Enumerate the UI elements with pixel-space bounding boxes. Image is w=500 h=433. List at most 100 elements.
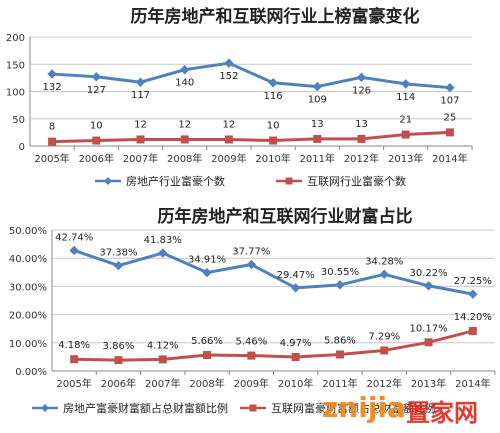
- chart-top-series-2-data-label: 13: [311, 119, 324, 130]
- chart-top-series-1-point: [135, 77, 146, 87]
- chart-bottom-svg: 历年房地产和互联网行业财富占比 0.00% 10.00% 20.00% 30.00% 40…: [9, 206, 496, 415]
- chart-top-series-1-point: [224, 58, 234, 68]
- chart-bottom-x-tick-label: 2008年: [189, 377, 224, 390]
- chart-top-title: 历年房地产和互联网行业上榜富豪变化: [131, 6, 420, 27]
- chart-bottom-legend-marker-2: [249, 404, 257, 412]
- chart-bottom-x-tick-label: 2009年: [234, 377, 269, 390]
- chart-top-series-2-data-label: 12: [134, 119, 147, 130]
- chart-bottom-series-2-point: [70, 355, 79, 364]
- chart-bottom-series-2-data-label: 5.66%: [191, 336, 223, 347]
- chart-bottom-series-1-data-label: 29.47%: [277, 270, 315, 281]
- watermark-word: znijia: [322, 391, 406, 424]
- chart-top-series-1-data-label: 127: [87, 85, 106, 96]
- chart-top-x-tick-label: 2012年: [344, 152, 379, 165]
- chart-bottom-x-tick-label: 2006年: [101, 377, 136, 390]
- chart-bottom-series-2-data-label: 4.97%: [280, 338, 312, 349]
- chart-bottom-series-1-data-label: 42.74%: [55, 232, 93, 243]
- chart-top-legend-marker-1: [104, 177, 112, 185]
- chart-top-legend-label-1: 房地产行业富豪个数: [126, 174, 225, 188]
- chart-top-svg: 历年房地产和互联网行业上榜富豪变化 0 50 100 150 200 2005年 2006年 2…: [6, 6, 473, 188]
- chart-top-x-tick-label: 2007年: [123, 152, 158, 165]
- chart-bottom-series-1-point: [423, 281, 434, 291]
- chart-top-x-tick-label: 2009年: [211, 152, 246, 165]
- chart-top-series-1-data-label: 109: [308, 95, 327, 106]
- chart-top-series-1-data-label: 152: [219, 71, 238, 82]
- chart-top-series-line-2: [52, 130, 450, 144]
- chart-top-y-tick-label: 50: [12, 115, 25, 126]
- chart-top-x-tick-label: 2010年: [255, 152, 290, 165]
- chart-top-series-2-point: [401, 130, 410, 139]
- chart-top-y-tick-label: 150: [6, 60, 25, 71]
- chart-top-series-1-point: [356, 72, 367, 83]
- chart-top-series-1-data-label: 140: [175, 78, 194, 89]
- chart-top-series-2-data-label: 12: [223, 119, 236, 130]
- chart-top-series-2-point: [357, 134, 366, 143]
- chart-bottom-y-tick-label: 0.00%: [15, 367, 47, 378]
- watermark-cn: 置家网: [406, 399, 478, 427]
- chart-bottom-series-1-data-label: 34.28%: [365, 256, 403, 267]
- chart-bottom-x-tick-label: 2014年: [455, 377, 490, 390]
- chart-bottom-series-1-data-label: 30.22%: [409, 268, 447, 279]
- chart-top-series-1-point: [268, 78, 278, 88]
- chart-top-x-tick-label: 2005年: [34, 152, 69, 165]
- chart-top-series-2-point: [136, 135, 145, 144]
- chart-bottom-x-tick-label: 2013年: [411, 377, 446, 390]
- chart-top-series-2-point: [269, 136, 278, 145]
- chart-top-series-1-point: [91, 72, 102, 82]
- chart-bottom-series-1-point: [69, 245, 79, 256]
- chart-bottom-series-1-point: [468, 289, 478, 299]
- chart-top-x-tick-label: 2011年: [300, 152, 335, 165]
- chart-bottom-x-tick-label: 2011年: [322, 377, 357, 390]
- chart-top-series-1-data-label: 114: [396, 92, 415, 103]
- chart-bottom-legend-label-1: 房地产富豪财富额占总财富额比例: [63, 401, 228, 415]
- chart-top-series-2-point: [224, 135, 233, 144]
- chart-bottom-series-1-point: [246, 259, 257, 270]
- chart-top-series-2-data-label: 10: [90, 121, 103, 132]
- chart-top-series-2-data-label: 12: [178, 119, 191, 130]
- chart-bottom-series-2-data-label: 4.12%: [147, 340, 179, 351]
- chart-bottom-series-2-data-label: 4.18%: [58, 340, 90, 351]
- chart-bottom-series-1-point: [290, 283, 301, 293]
- chart-bottom-series-1-data-label: 30.55%: [321, 267, 359, 278]
- chart-top-series-1-point: [179, 64, 190, 75]
- chart-bottom-series-1-data-label: 37.77%: [232, 246, 270, 257]
- chart-bottom-x-tick-label: 2012年: [367, 377, 402, 390]
- chart-bottom-series-2-point: [114, 356, 123, 365]
- chart-bottom-legend-marker-1: [41, 404, 49, 412]
- chart-bottom-series-1-point: [202, 267, 212, 278]
- chart-top-x-tick-label: 2014年: [432, 152, 467, 165]
- chart-bottom-series-1-point: [379, 269, 389, 280]
- chart-bottom-series-2-data-label: 5.46%: [235, 337, 267, 348]
- chart-top-series-1-data-label: 107: [440, 96, 459, 107]
- chart-bottom-series-2-data-label: 10.17%: [409, 323, 447, 334]
- chart-top-y-tick-label: 0: [19, 142, 25, 153]
- chart-top-series-2-data-label: 21: [399, 115, 412, 126]
- chart-top-series-2-data-label: 10: [267, 121, 280, 132]
- chart-top-series-1-point: [445, 82, 455, 93]
- chart-bottom-series-2-data-label: 14.20%: [454, 312, 492, 323]
- chart-bottom-series-1-data-label: 27.25%: [454, 276, 492, 287]
- chart-bottom-series-1-data-label: 37.38%: [99, 248, 137, 259]
- chart-bottom-x-tick-label: 2007年: [145, 377, 180, 390]
- chart-top-x-tick-label: 2008年: [167, 152, 202, 165]
- chart-bottom-series-2-point: [158, 355, 167, 364]
- chart-bottom-series-1-point: [335, 280, 345, 290]
- chart-top-series-2-point: [313, 134, 322, 143]
- chart-top-series-2-point: [180, 135, 189, 144]
- chart-top-series-1-point: [47, 69, 57, 79]
- watermark-logo: znijia 置家网: [318, 385, 500, 429]
- chart-top-y-tick-label: 100: [6, 88, 25, 99]
- chart-bottom-series-line-2: [74, 329, 474, 362]
- chart-bottom-series-1-point: [113, 260, 124, 271]
- chart-bottom-series-2-point: [380, 346, 389, 355]
- chart-top-series-1-point: [400, 79, 411, 89]
- chart-top-x-tick-label: 2013年: [388, 152, 423, 165]
- chart-top-series-2-point: [92, 136, 101, 145]
- chart-bottom-series-2-data-label: 7.29%: [368, 331, 400, 342]
- chart-bottom-series-2-point: [291, 352, 300, 361]
- chart-top-series-1-data-label: 116: [264, 91, 283, 102]
- chart-top-legend-label-2: 互联网行业富豪个数: [307, 174, 406, 188]
- chart-top-series-2-point: [445, 128, 454, 137]
- chart-bottom-y-tick-label: 40.00%: [9, 254, 47, 265]
